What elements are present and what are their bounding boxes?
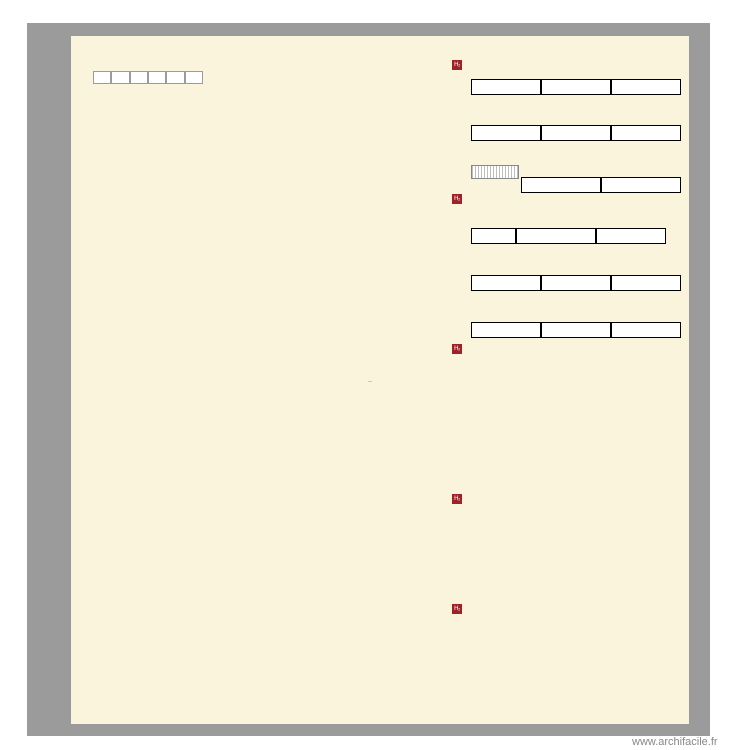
red-marker-icon: H₂: [452, 344, 462, 354]
topleft-cell: [166, 71, 184, 84]
topleft-cell: [185, 71, 203, 84]
topleft-cell: [148, 71, 166, 84]
row-cell: [611, 275, 681, 291]
hatched-block: [471, 165, 519, 179]
row-cell: [516, 228, 596, 244]
topleft-cell: [111, 71, 129, 84]
row-cell: [611, 322, 681, 338]
topleft-cell: [130, 71, 148, 84]
row-cell: [521, 177, 601, 193]
row-cell: [471, 275, 541, 291]
row-cell: [601, 177, 681, 193]
row-cell: [541, 125, 611, 141]
red-marker-icon: H₂: [452, 604, 462, 614]
row-cell: [611, 125, 681, 141]
row-cell: [471, 322, 541, 338]
row-cell: [611, 79, 681, 95]
center-tiny-text: —: [368, 379, 372, 383]
red-marker-icon: H₂: [452, 60, 462, 70]
row-cell: [471, 79, 541, 95]
topleft-cell: [93, 71, 111, 84]
stage: H₂ H₂ H₂ H₂ H₂ —: [0, 0, 750, 750]
watermark-link[interactable]: www.archifacile.fr: [632, 736, 718, 748]
row-cell: [471, 228, 516, 244]
row-cell: [541, 79, 611, 95]
red-marker-icon: H₂: [452, 494, 462, 504]
row-cell: [471, 125, 541, 141]
red-marker-icon: H₂: [452, 194, 462, 204]
row-cell: [596, 228, 666, 244]
row-cell: [541, 322, 611, 338]
row-cell: [541, 275, 611, 291]
